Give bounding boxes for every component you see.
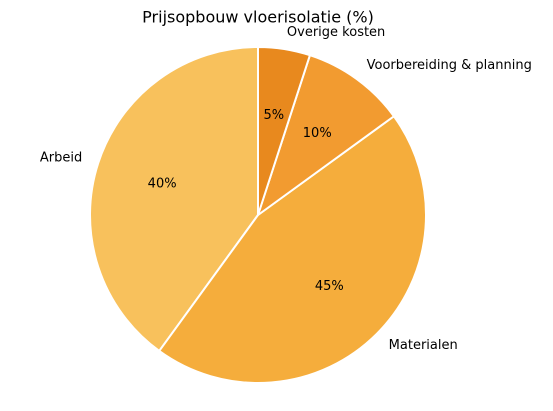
value-label: 5% [263, 108, 284, 123]
pie-slice [158, 115, 427, 384]
chart-title: Prijsopbouw vloerisolatie (%) [142, 8, 374, 27]
value-label: 45% [315, 279, 344, 294]
slice-label: Overige kosten [287, 25, 385, 40]
slice-label: Arbeid [40, 150, 82, 165]
pie-slice [89, 46, 259, 352]
slice-label: Materialen [389, 338, 458, 353]
slice-label: Voorbereiding & planning [367, 58, 532, 73]
pie-slice [257, 46, 311, 216]
value-label: 10% [303, 126, 332, 141]
value-label: 40% [148, 176, 177, 191]
pie-slice [257, 54, 395, 216]
